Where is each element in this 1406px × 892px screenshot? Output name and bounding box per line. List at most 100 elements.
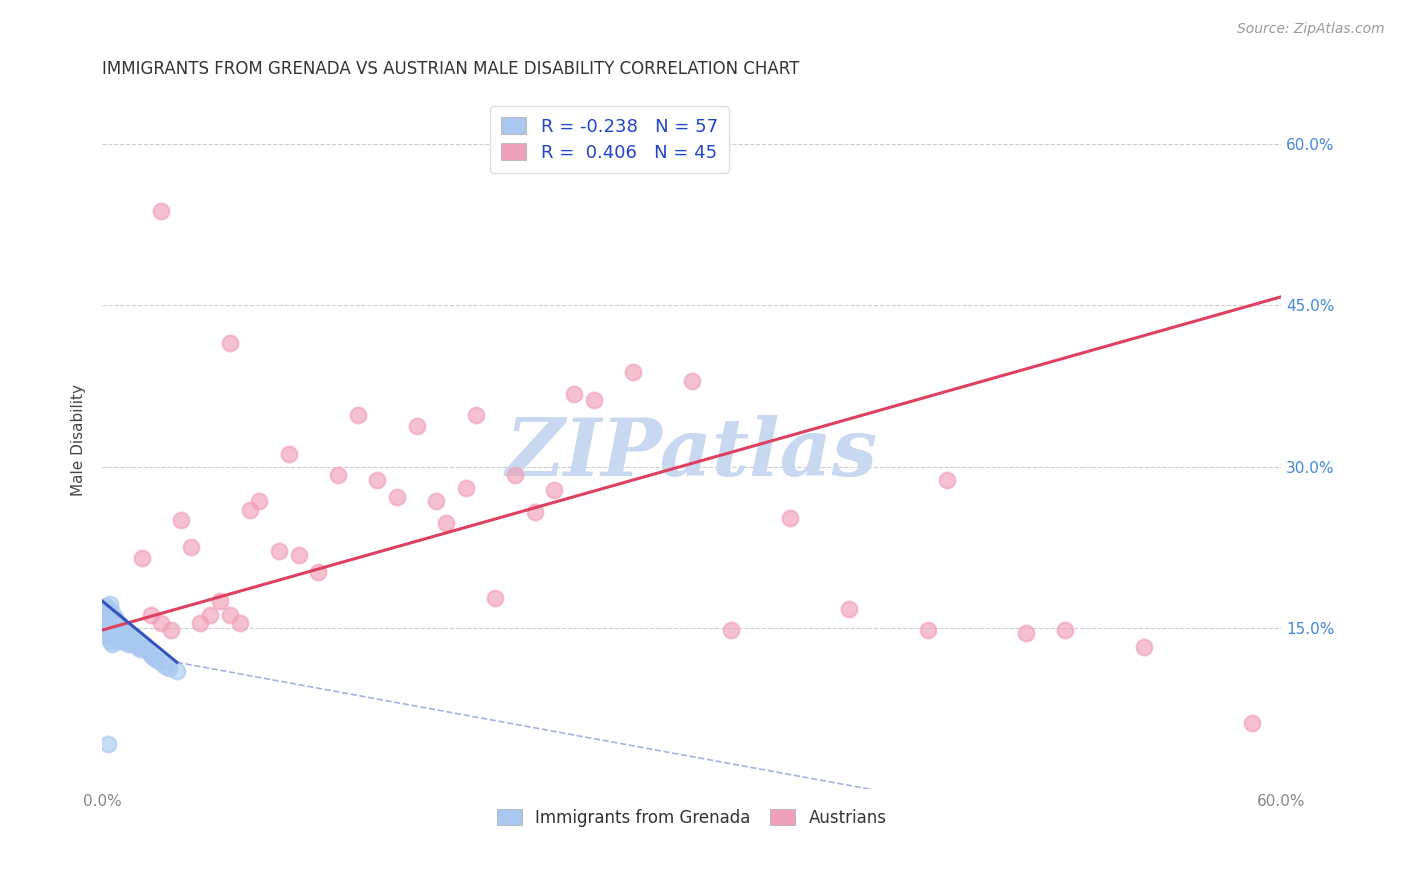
Text: IMMIGRANTS FROM GRENADA VS AUSTRIAN MALE DISABILITY CORRELATION CHART: IMMIGRANTS FROM GRENADA VS AUSTRIAN MALE…: [103, 60, 800, 78]
Point: [121, 637, 143, 651]
Point: [385, 490, 408, 504]
Point: [141, 607, 163, 622]
Point: [97, 601, 120, 615]
Point: [170, 513, 193, 527]
Point: [111, 621, 134, 635]
Point: [523, 505, 546, 519]
Point: [434, 516, 457, 530]
Point: [103, 632, 125, 646]
Point: [209, 594, 232, 608]
Point: [122, 633, 145, 648]
Point: [1133, 640, 1156, 655]
Point: [97, 630, 120, 644]
Point: [180, 541, 202, 555]
Point: [917, 623, 939, 637]
Point: [779, 511, 801, 525]
Y-axis label: Male Disability: Male Disability: [72, 384, 86, 496]
Point: [104, 623, 127, 637]
Point: [1054, 623, 1077, 637]
Point: [108, 626, 131, 640]
Point: [582, 392, 605, 407]
Point: [166, 664, 188, 678]
Point: [108, 633, 131, 648]
Point: [94, 626, 117, 640]
Point: [150, 615, 173, 630]
Point: [101, 628, 124, 642]
Point: [107, 615, 129, 630]
Point: [131, 551, 153, 566]
Point: [150, 203, 173, 218]
Point: [326, 468, 349, 483]
Point: [114, 633, 136, 648]
Point: [366, 473, 388, 487]
Point: [464, 408, 486, 422]
Point: [134, 642, 156, 657]
Point: [124, 637, 146, 651]
Point: [101, 637, 124, 651]
Point: [346, 408, 368, 422]
Point: [239, 502, 262, 516]
Point: [127, 640, 149, 655]
Point: [936, 473, 959, 487]
Point: [98, 597, 121, 611]
Point: [93, 615, 115, 630]
Point: [307, 565, 329, 579]
Point: [107, 632, 129, 646]
Point: [98, 633, 121, 648]
Point: [114, 626, 136, 640]
Point: [117, 628, 139, 642]
Point: [405, 418, 427, 433]
Point: [101, 605, 124, 619]
Point: [121, 628, 143, 642]
Point: [98, 610, 121, 624]
Point: [108, 619, 131, 633]
Point: [94, 612, 117, 626]
Point: [621, 365, 644, 379]
Point: [103, 610, 125, 624]
Text: ZIPatlas: ZIPatlas: [506, 415, 877, 492]
Point: [112, 632, 135, 646]
Point: [229, 615, 252, 630]
Point: [146, 653, 169, 667]
Point: [1015, 626, 1038, 640]
Point: [104, 612, 127, 626]
Point: [543, 483, 565, 498]
Point: [107, 623, 129, 637]
Point: [111, 633, 134, 648]
Point: [101, 615, 124, 630]
Point: [142, 649, 165, 664]
Text: Source: ZipAtlas.com: Source: ZipAtlas.com: [1237, 22, 1385, 37]
Point: [681, 374, 703, 388]
Point: [287, 548, 309, 562]
Point: [219, 335, 242, 350]
Point: [200, 607, 222, 622]
Point: [141, 648, 163, 662]
Point: [249, 494, 271, 508]
Point: [838, 601, 860, 615]
Point: [143, 651, 166, 665]
Point: [267, 543, 290, 558]
Point: [503, 468, 526, 483]
Point: [132, 640, 155, 655]
Point: [131, 637, 153, 651]
Point: [93, 605, 115, 619]
Point: [484, 591, 506, 605]
Point: [160, 623, 183, 637]
Point: [98, 623, 121, 637]
Point: [94, 599, 117, 614]
Point: [190, 615, 212, 630]
Point: [454, 481, 477, 495]
Point: [103, 621, 125, 635]
Legend: Immigrants from Grenada, Austrians: Immigrants from Grenada, Austrians: [491, 802, 893, 833]
Point: [128, 642, 150, 657]
Point: [104, 633, 127, 648]
Point: [138, 644, 160, 658]
Point: [277, 447, 299, 461]
Point: [97, 615, 120, 630]
Point: [118, 632, 141, 646]
Point: [425, 494, 447, 508]
Point: [150, 656, 173, 670]
Point: [157, 661, 180, 675]
Point: [112, 623, 135, 637]
Point: [117, 637, 139, 651]
